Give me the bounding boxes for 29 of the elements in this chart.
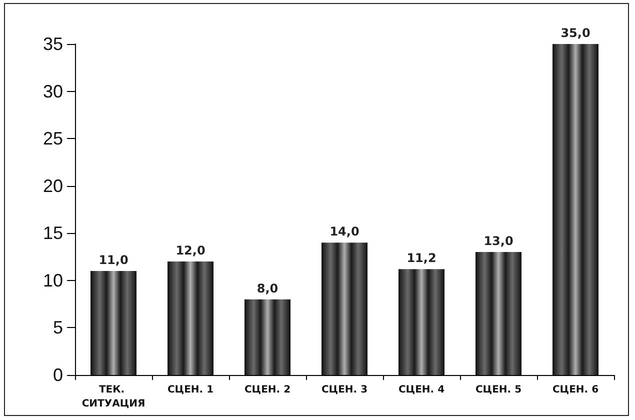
x-tick-label: СЦЕН. 3	[321, 384, 368, 396]
y-tick-label: 15	[42, 223, 63, 244]
data-label: 11,0	[98, 252, 128, 267]
y-tick-label: 25	[42, 128, 63, 149]
data-label: 13,0	[484, 234, 514, 248]
bar	[476, 252, 522, 375]
y-tick-label: 35	[42, 34, 63, 54]
y-tick-label: 0	[52, 365, 63, 385]
data-label: 14,0	[330, 224, 360, 239]
x-tick-label: СЦЕН. 2	[244, 384, 291, 396]
data-label: 12,0	[176, 244, 206, 258]
y-tick-label: 30	[42, 81, 63, 102]
x-tick-label: СЦЕН. 1	[167, 384, 214, 396]
bar	[90, 270, 136, 375]
data-label: 11,2	[406, 251, 436, 266]
x-tick-label: СЦЕН. 4	[398, 384, 445, 396]
data-label: 8,0	[256, 281, 278, 296]
x-tick-label: СЦЕН. 5	[475, 384, 522, 396]
y-tick-label: 5	[52, 318, 63, 338]
bar	[244, 299, 290, 375]
y-tick-label: 20	[42, 176, 63, 196]
bar	[168, 262, 214, 375]
x-tick-label: СЦЕН. 6	[552, 384, 599, 396]
data-label: 35,0	[560, 26, 590, 40]
y-tick-label: 10	[42, 270, 63, 290]
bar	[398, 269, 444, 375]
bar	[552, 44, 598, 375]
bar	[322, 242, 368, 375]
x-tick-label: ТЕК. СИТУАЦИЯ	[82, 384, 146, 410]
